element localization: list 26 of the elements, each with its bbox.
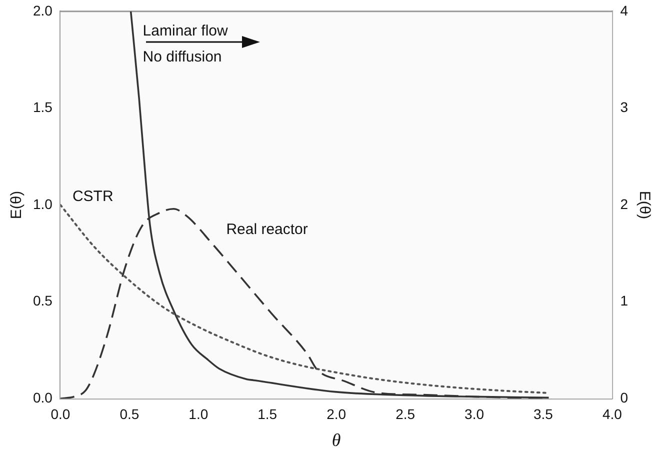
x-axis-title: θ bbox=[332, 430, 341, 450]
y-axis-title: E(θ) bbox=[8, 190, 26, 220]
x-tick-label: 2.5 bbox=[396, 406, 416, 422]
x-tick-label: 0.0 bbox=[50, 406, 70, 422]
series-label: Real reactor bbox=[226, 220, 308, 238]
series-label: Laminar flow bbox=[142, 22, 228, 40]
y2-tick-label: 0 bbox=[620, 389, 628, 406]
y2-tick-label: 4 bbox=[620, 2, 628, 18]
x-tick-label: 3.5 bbox=[534, 406, 554, 422]
x-tick-label: 0.5 bbox=[120, 406, 140, 422]
y-tick-label: 2.0 bbox=[32, 2, 53, 18]
y-tick-label: 0.0 bbox=[32, 389, 53, 406]
x-tick-label: 3.0 bbox=[464, 406, 484, 422]
y2-axis-title: E(θ) bbox=[636, 190, 653, 220]
annotation: No diffusion bbox=[142, 48, 222, 66]
x-tick-label: 1.0 bbox=[188, 406, 208, 422]
y2-tick-label: 1 bbox=[620, 292, 628, 309]
y-tick-label: 1.5 bbox=[32, 99, 53, 116]
x-tick-label: 1.5 bbox=[258, 406, 278, 422]
y2-tick-label: 3 bbox=[620, 99, 628, 116]
x-tick-label: 4.0 bbox=[602, 406, 622, 422]
y-tick-label: 1.0 bbox=[32, 196, 53, 212]
x-tick-label: 2.0 bbox=[326, 406, 346, 422]
series-label: CSTR bbox=[72, 188, 114, 206]
y2-tick-label: 2 bbox=[620, 196, 628, 212]
y-tick-label: 0.5 bbox=[32, 292, 53, 309]
